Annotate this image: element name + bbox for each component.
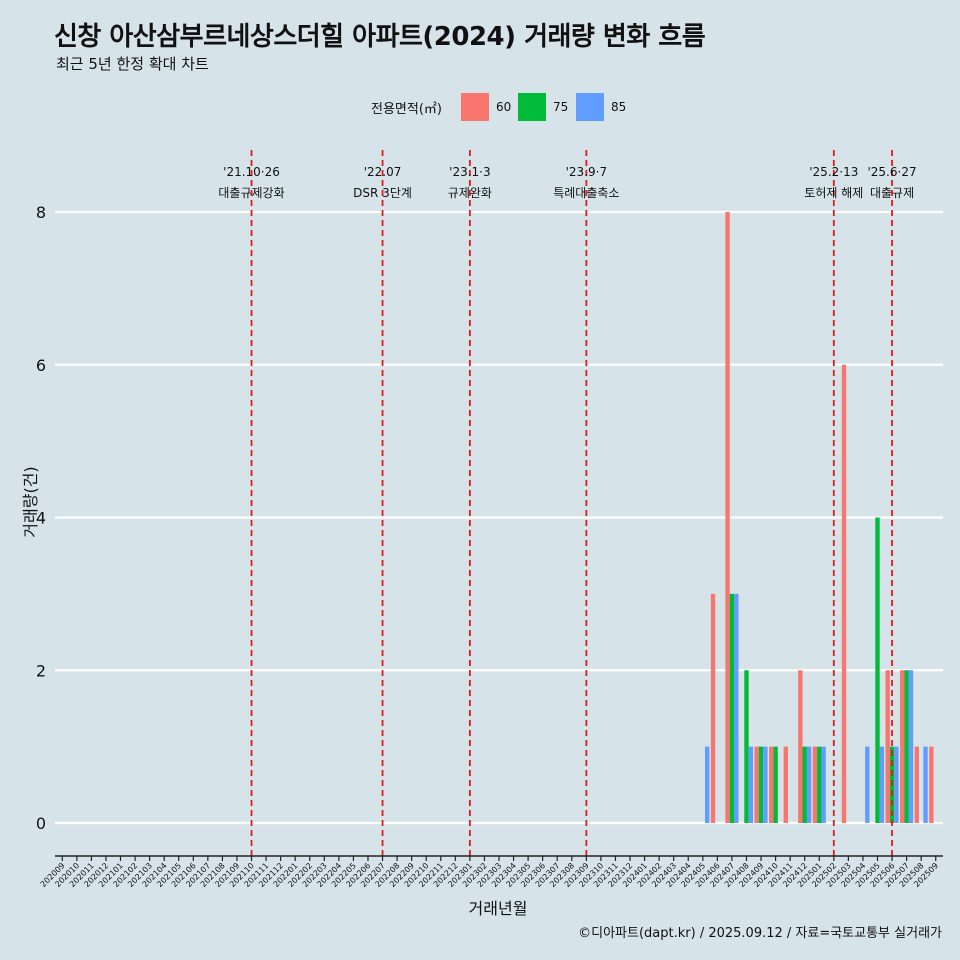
event-date-label: '22.07: [364, 165, 402, 179]
bar-60-202508: [914, 746, 919, 823]
bar-75-202409: [758, 746, 764, 823]
event-date-label: '25.2·13: [809, 165, 858, 179]
event-name-label: DSR 3단계: [353, 186, 412, 200]
y-tick-label: 2: [36, 661, 46, 680]
legend-label-60: 60: [496, 100, 512, 114]
event-date-label: '23.1·3: [449, 165, 490, 179]
y-tick-label: 4: [36, 509, 46, 528]
chart-title: 신창 아산삼부르네상스더힐 아파트(2024) 거래량 변화 흐름: [54, 22, 706, 52]
bar-85-202407: [734, 593, 739, 823]
legend-label-85: 85: [611, 100, 627, 114]
bar-75-202501: [817, 746, 822, 823]
bar-60-202503: [841, 364, 847, 823]
bar-75-202412: [802, 746, 807, 823]
legend-swatch-75: [518, 93, 546, 121]
event-name-label: 규제완화: [448, 186, 492, 200]
legend-label-75: 75: [553, 100, 569, 114]
x-axis-label: 거래년월: [469, 899, 528, 918]
y-tick-label: 8: [36, 203, 46, 222]
bar-60-202507: [900, 670, 905, 823]
chart-subtitle: 최근 5년 한정 확대 차트: [56, 55, 209, 73]
bar-75-202410: [773, 746, 778, 823]
bar-75-202407: [729, 593, 735, 823]
bar-85-202501: [821, 746, 826, 823]
bar-85-202412: [806, 746, 812, 823]
bar-60-202410: [769, 746, 774, 823]
event-name-label: 대출규제강화: [218, 186, 284, 200]
legend: 전용면적(㎡) 60 75 85: [0, 93, 960, 121]
bar-60-202407: [725, 212, 730, 823]
bar-75-202408: [744, 670, 749, 823]
event-name-label: 특례대출축소: [553, 186, 619, 200]
event-date-label: '21.10·26: [223, 165, 280, 179]
bar-60-202411: [783, 746, 788, 823]
legend-swatch-60: [461, 93, 489, 121]
event-name-label: 대출규제: [870, 186, 914, 200]
bar-85-202506: [894, 746, 899, 823]
bar-75-202507: [904, 670, 909, 823]
bar-60-202501: [812, 746, 818, 823]
bar-85-202504: [865, 746, 870, 823]
bar-60-202506: [885, 670, 890, 823]
y-tick-label: 0: [36, 814, 46, 833]
bar-85-202409: [763, 746, 768, 823]
bar-60-202406: [710, 593, 716, 823]
legend-title: 전용면적(㎡): [371, 102, 442, 117]
bar-85-202507: [908, 670, 914, 823]
bar-85-202505: [879, 746, 885, 823]
y-tick-label: 6: [36, 356, 46, 375]
y-axis-label: 거래량(건): [21, 466, 40, 537]
bar-75-202505: [875, 517, 880, 823]
bar-85-202405: [704, 746, 710, 823]
bar-85-202408: [748, 746, 754, 823]
event-name-label: 토허제 해제: [804, 186, 863, 200]
source-caption: ©디아파트(dapt.kr) / 2025.09.12 / 자료=국토교통부 실…: [578, 926, 942, 941]
bar-60-202412: [798, 670, 803, 823]
bar-85-202508: [923, 746, 928, 823]
event-date-label: '25.6·27: [867, 165, 916, 179]
bar-60-202509: [929, 746, 934, 823]
bar-60-202409: [754, 746, 759, 823]
legend-swatch-85: [576, 93, 604, 121]
event-date-label: '23.9·7: [566, 165, 607, 179]
